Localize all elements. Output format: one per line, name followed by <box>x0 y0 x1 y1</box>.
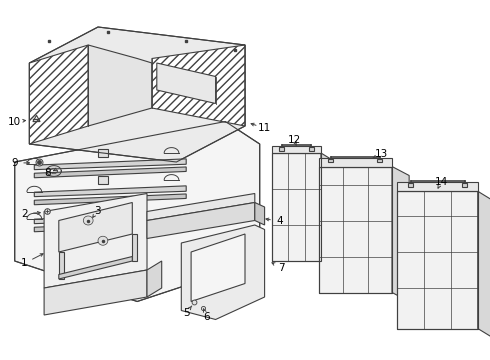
Polygon shape <box>34 186 186 197</box>
Polygon shape <box>34 221 186 232</box>
Polygon shape <box>272 146 321 153</box>
Polygon shape <box>88 45 152 126</box>
Polygon shape <box>408 183 413 187</box>
Circle shape <box>83 216 93 225</box>
Text: 13: 13 <box>374 149 388 159</box>
Polygon shape <box>255 202 265 225</box>
Text: 1: 1 <box>21 258 28 268</box>
Polygon shape <box>147 194 255 220</box>
Polygon shape <box>309 147 314 151</box>
Polygon shape <box>44 194 147 288</box>
Polygon shape <box>59 256 132 279</box>
Polygon shape <box>279 147 284 151</box>
Text: 2: 2 <box>21 209 28 219</box>
Text: 10: 10 <box>8 117 21 126</box>
Polygon shape <box>462 183 467 187</box>
Text: 3: 3 <box>94 207 100 216</box>
Polygon shape <box>34 194 186 205</box>
Polygon shape <box>44 270 147 315</box>
Polygon shape <box>392 167 409 301</box>
Polygon shape <box>98 176 108 184</box>
Polygon shape <box>191 234 245 301</box>
Polygon shape <box>478 191 490 338</box>
Text: 9: 9 <box>11 158 18 168</box>
Text: 12: 12 <box>287 135 301 144</box>
Text: 4: 4 <box>276 216 283 226</box>
Text: 8: 8 <box>45 168 51 178</box>
Circle shape <box>98 236 108 245</box>
Text: 11: 11 <box>258 123 271 133</box>
Polygon shape <box>147 261 162 297</box>
Text: 6: 6 <box>203 312 210 322</box>
Polygon shape <box>34 213 186 224</box>
Polygon shape <box>15 122 260 301</box>
Polygon shape <box>157 63 216 104</box>
Text: 7: 7 <box>278 263 285 273</box>
Polygon shape <box>59 202 132 252</box>
Polygon shape <box>34 167 186 178</box>
Polygon shape <box>152 45 245 126</box>
Polygon shape <box>318 158 392 167</box>
Polygon shape <box>98 149 108 157</box>
Polygon shape <box>59 252 64 279</box>
Polygon shape <box>34 159 186 170</box>
Polygon shape <box>318 167 392 292</box>
Polygon shape <box>377 159 382 162</box>
Polygon shape <box>29 45 88 144</box>
Polygon shape <box>397 182 478 191</box>
Text: 14: 14 <box>434 177 448 187</box>
Polygon shape <box>397 191 478 328</box>
Polygon shape <box>321 153 336 270</box>
Polygon shape <box>272 153 321 261</box>
Polygon shape <box>181 225 265 320</box>
Polygon shape <box>328 159 333 162</box>
Polygon shape <box>147 202 255 239</box>
Polygon shape <box>29 27 245 162</box>
Text: 5: 5 <box>183 308 190 318</box>
Polygon shape <box>132 234 137 261</box>
